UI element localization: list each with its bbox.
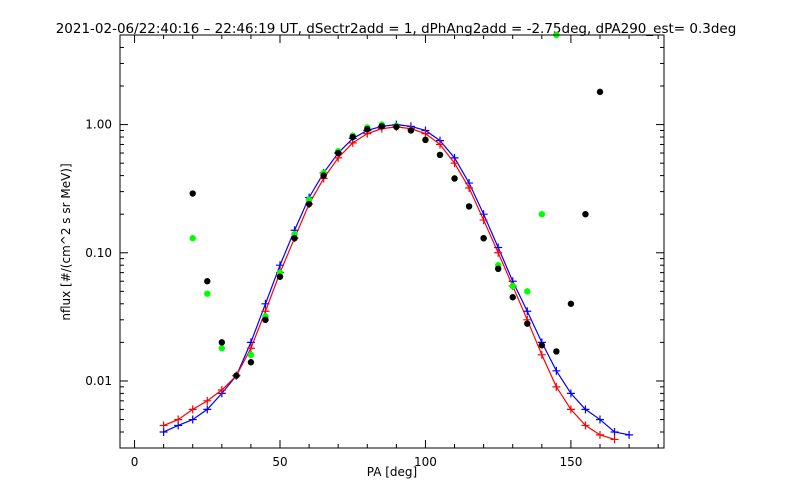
series-1-point-28 — [566, 405, 575, 414]
series-1-point-21 — [465, 184, 474, 193]
series-0-point-29 — [581, 405, 590, 414]
series-2-point-23 — [524, 288, 531, 295]
series-0-point-27 — [552, 366, 561, 375]
y-tick-label-2: 1.00 — [85, 118, 112, 132]
series-3-point-2 — [218, 339, 226, 346]
series-layer — [159, 31, 634, 444]
series-2-point-1 — [204, 290, 211, 297]
series-3 — [189, 88, 604, 379]
x-tick-label-1: 50 — [272, 455, 287, 469]
series-1-point-31 — [610, 435, 619, 444]
series-3-point-7 — [291, 234, 298, 242]
series-1-point-3 — [203, 396, 212, 405]
series-0-point-32 — [625, 430, 634, 439]
series-3-point-14 — [393, 123, 400, 131]
series-3-point-8 — [305, 200, 313, 208]
series-1-point-22 — [479, 216, 488, 225]
series-1-point-4 — [217, 386, 226, 395]
series-2-point-8 — [305, 196, 313, 203]
series-2-point-2 — [218, 345, 226, 352]
series-1-point-26 — [537, 350, 546, 359]
series-0-line — [163, 123, 630, 436]
series-3-point-19 — [465, 203, 473, 210]
y-tick-label-0: 0.01 — [85, 374, 112, 388]
series-3-point-27 — [582, 210, 589, 218]
series-3-point-21 — [494, 265, 502, 273]
series-3-point-3 — [233, 372, 240, 379]
x-tick-label-2: 100 — [414, 455, 437, 469]
series-1-point-0 — [159, 421, 168, 430]
series-1-point-29 — [581, 421, 590, 430]
series-1-point-23 — [494, 248, 503, 257]
series-3-point-12 — [364, 126, 371, 133]
series-2-point-24 — [538, 210, 546, 218]
series-3-point-4 — [247, 359, 255, 366]
series-1-point-6 — [246, 344, 255, 353]
series-3-point-17 — [436, 151, 444, 159]
chart-title: 2021-02-06/22:40:16 – 22:46:19 UT, dSect… — [56, 21, 737, 37]
series-3-point-24 — [538, 342, 546, 349]
series-3-point-28 — [596, 88, 604, 96]
y-axis-label: nflux [#/(cm^2 s sr MeV)] — [59, 163, 73, 320]
series-3-point-11 — [349, 133, 356, 141]
series-1-point-2 — [188, 405, 197, 414]
series-1-point-1 — [174, 415, 183, 424]
series-1-point-20 — [450, 159, 459, 168]
series-2-point-22 — [509, 282, 516, 290]
series-3-point-0 — [189, 190, 196, 197]
series-3-point-16 — [422, 136, 429, 144]
series-3-point-20 — [480, 234, 487, 242]
series-3-point-25 — [553, 348, 560, 355]
series-2-point-4 — [247, 351, 255, 359]
series-1-line — [163, 126, 615, 440]
series-1 — [159, 122, 619, 444]
series-0-point-25 — [523, 307, 532, 316]
y-tick-label-1: 0.10 — [85, 246, 112, 260]
series-3-point-26 — [567, 300, 575, 307]
series-2-point-0 — [189, 234, 196, 242]
x-tick-label-3: 150 — [559, 455, 582, 469]
series-1-point-30 — [596, 430, 604, 439]
x-tick-label-0: 0 — [131, 455, 139, 469]
series-3-point-10 — [334, 149, 342, 157]
series-3-point-15 — [407, 127, 415, 134]
series-1-point-27 — [552, 382, 561, 391]
series-0-point-2 — [188, 415, 197, 424]
axes-layer: 0 50 100 150 0.01 0.10 1.00 — [85, 34, 664, 469]
series-0-point-30 — [596, 415, 604, 424]
series-3-point-5 — [262, 316, 269, 324]
series-2 — [189, 31, 560, 379]
series-3-point-6 — [276, 273, 284, 280]
series-0 — [159, 120, 634, 439]
series-1-point-18 — [421, 129, 430, 138]
x-axis-label: PA [deg] — [367, 465, 417, 479]
series-3-point-23 — [524, 320, 531, 327]
plot-frame — [119, 34, 665, 449]
series-0-point-3 — [203, 405, 212, 414]
series-3-point-13 — [378, 123, 386, 130]
series-3-point-18 — [451, 175, 458, 182]
series-3-point-1 — [204, 278, 211, 285]
series-3-point-22 — [509, 294, 516, 301]
series-3-point-9 — [320, 172, 327, 179]
series-1-point-19 — [436, 140, 444, 149]
series-0-point-31 — [610, 427, 619, 436]
series-0-point-28 — [566, 389, 575, 398]
